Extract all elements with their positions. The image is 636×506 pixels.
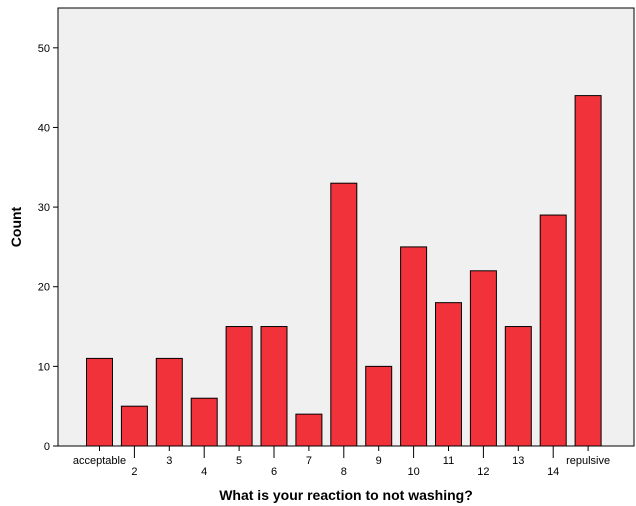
bar	[190, 397, 218, 447]
bar	[435, 302, 462, 447]
y-axis-title: Count	[8, 206, 24, 247]
x-tick-label: acceptable	[73, 455, 126, 467]
x-tick-label: repulsive	[566, 455, 610, 467]
bar	[225, 326, 253, 447]
x-tick-label: 13	[512, 455, 524, 467]
x-tick-label: 12	[477, 466, 489, 478]
y-axis: 0 10 20 30 40 50	[38, 43, 58, 453]
bar	[295, 413, 323, 447]
bar	[539, 214, 567, 447]
x-tick-label: 2	[131, 466, 137, 478]
bar	[260, 326, 288, 447]
x-tick-label: 9	[376, 455, 382, 467]
bar	[155, 357, 183, 447]
y-tick-label: 20	[38, 282, 50, 294]
y-tick-label: 40	[38, 122, 50, 134]
x-tick-label: 10	[407, 466, 419, 478]
y-tick-label: 30	[38, 202, 50, 214]
x-tick-label: 4	[201, 466, 207, 478]
bar	[400, 246, 428, 447]
x-tick-label: 5	[236, 455, 242, 467]
x-tick-label: 3	[166, 455, 172, 467]
x-tick-label: 7	[306, 455, 312, 467]
y-tick-label: 0	[44, 441, 50, 453]
bar	[504, 326, 532, 447]
x-axis: acceptable 2 3 4 5 6 7 8 9 10 11 12 13 14 repulsive	[73, 446, 610, 478]
bar	[469, 270, 497, 447]
y-tick-label: 50	[38, 43, 50, 55]
x-tick-label: 14	[547, 466, 559, 478]
y-tick-label: 10	[38, 361, 50, 373]
x-axis-title: What is your reaction to not washing?	[219, 487, 473, 503]
x-tick-label: 11	[443, 455, 454, 467]
bar	[120, 405, 148, 447]
bar	[86, 357, 113, 447]
bar	[365, 365, 393, 447]
x-tick-label: 6	[271, 466, 277, 478]
bars	[86, 95, 602, 447]
x-tick-label: 8	[341, 466, 347, 478]
bar	[330, 182, 358, 447]
bar	[574, 95, 602, 447]
